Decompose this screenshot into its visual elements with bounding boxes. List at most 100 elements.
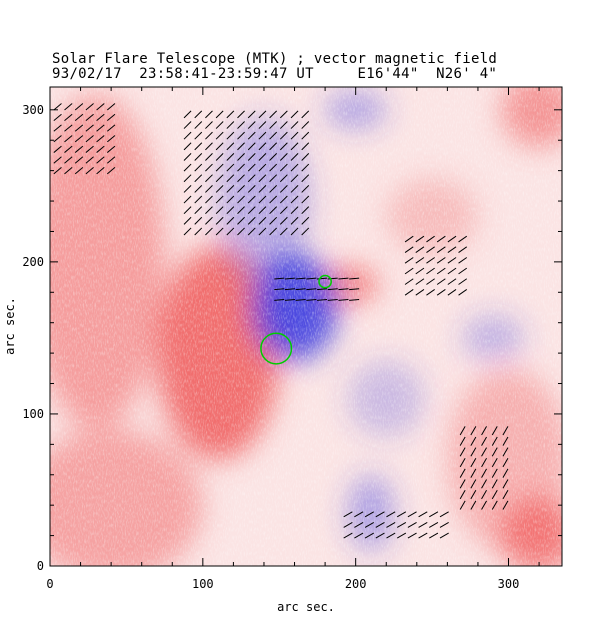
field-vector — [96, 103, 105, 111]
field-vector — [183, 131, 192, 140]
field-vector — [237, 110, 245, 119]
field-vector — [418, 532, 428, 539]
field-vector — [237, 174, 245, 183]
field-vector — [215, 184, 224, 193]
field-vector — [106, 124, 116, 132]
x-tick-label: 0 — [46, 577, 53, 591]
y-tick-label: 200 — [22, 255, 44, 269]
field-vector — [459, 468, 466, 478]
field-vector — [338, 288, 349, 291]
field-vector — [491, 426, 498, 436]
field-vector — [439, 522, 449, 528]
field-vector — [247, 142, 256, 151]
field-vector — [290, 195, 299, 204]
field-vector — [183, 110, 192, 119]
field-vector — [404, 267, 414, 275]
field-vector — [205, 163, 213, 172]
field-vector — [106, 156, 116, 164]
field-vector — [279, 131, 288, 140]
field-vector — [205, 216, 213, 225]
field-vector — [74, 145, 84, 153]
field-vector — [53, 103, 62, 111]
field-vector — [85, 156, 94, 164]
field-vector — [183, 227, 192, 236]
field-vector — [53, 135, 62, 143]
field-vector — [481, 500, 487, 510]
field-vector — [215, 121, 224, 129]
y-tick-label: 300 — [22, 103, 44, 117]
field-vector — [237, 142, 245, 151]
field-vector — [269, 206, 278, 215]
field-vector — [269, 131, 278, 140]
field-vector — [53, 156, 62, 164]
field-vector — [226, 227, 235, 236]
field-vector — [247, 110, 256, 119]
field-vector — [258, 184, 267, 193]
field-vector — [502, 489, 509, 500]
field-vector — [247, 195, 256, 204]
field-vector — [317, 298, 328, 301]
field-vector — [279, 110, 288, 119]
field-vector — [226, 206, 235, 215]
field-vector — [301, 131, 310, 140]
field-vector — [290, 110, 299, 119]
field-vector — [64, 156, 73, 164]
field-vector — [106, 145, 116, 153]
field-vector — [343, 532, 353, 539]
field-vector — [194, 216, 203, 225]
field-vector — [290, 227, 299, 236]
field-vector — [269, 153, 278, 161]
field-vector — [53, 167, 62, 175]
field-vector — [418, 511, 428, 518]
field-vector — [226, 216, 235, 225]
field-vector — [247, 163, 256, 172]
field-vector — [226, 184, 235, 193]
field-vector — [247, 206, 256, 215]
field-vector — [183, 195, 192, 204]
field-vector — [194, 142, 203, 151]
field-vector — [470, 489, 477, 500]
field-vector — [205, 110, 213, 119]
field-vector — [279, 184, 288, 193]
field-vector — [458, 267, 468, 275]
field-vector — [426, 257, 435, 264]
field-vector — [279, 216, 288, 225]
field-vector — [502, 468, 509, 478]
field-vector — [481, 436, 487, 446]
field-vector — [290, 174, 299, 183]
field-vector — [375, 511, 385, 518]
field-vector — [407, 522, 417, 528]
field-vector — [429, 532, 439, 539]
field-vector — [459, 458, 466, 468]
field-vector — [415, 246, 425, 253]
field-vector — [215, 174, 224, 183]
field-vector — [404, 289, 414, 296]
field-vector — [279, 163, 288, 172]
field-vector — [491, 500, 498, 510]
field-vector — [338, 298, 349, 301]
field-vector — [194, 121, 203, 129]
field-vector — [258, 174, 267, 183]
field-vector — [290, 206, 299, 215]
field-vector — [407, 532, 417, 539]
field-vector — [74, 156, 84, 164]
field-vector — [301, 142, 310, 151]
field-vector — [85, 145, 94, 153]
field-vector — [354, 511, 364, 518]
field-vector — [429, 522, 439, 528]
field-vector — [481, 447, 487, 457]
field-vector — [74, 167, 84, 175]
field-vector — [269, 110, 278, 119]
field-vector — [481, 489, 487, 500]
field-vector — [183, 216, 192, 225]
field-vector — [106, 135, 116, 143]
field-vector — [354, 522, 364, 528]
field-vector — [237, 206, 245, 215]
field-vector — [269, 195, 278, 204]
field-vector — [279, 227, 288, 236]
field-vector — [301, 206, 310, 215]
field-vector — [106, 103, 116, 111]
field-vector — [284, 277, 295, 280]
field-vector — [258, 206, 267, 215]
